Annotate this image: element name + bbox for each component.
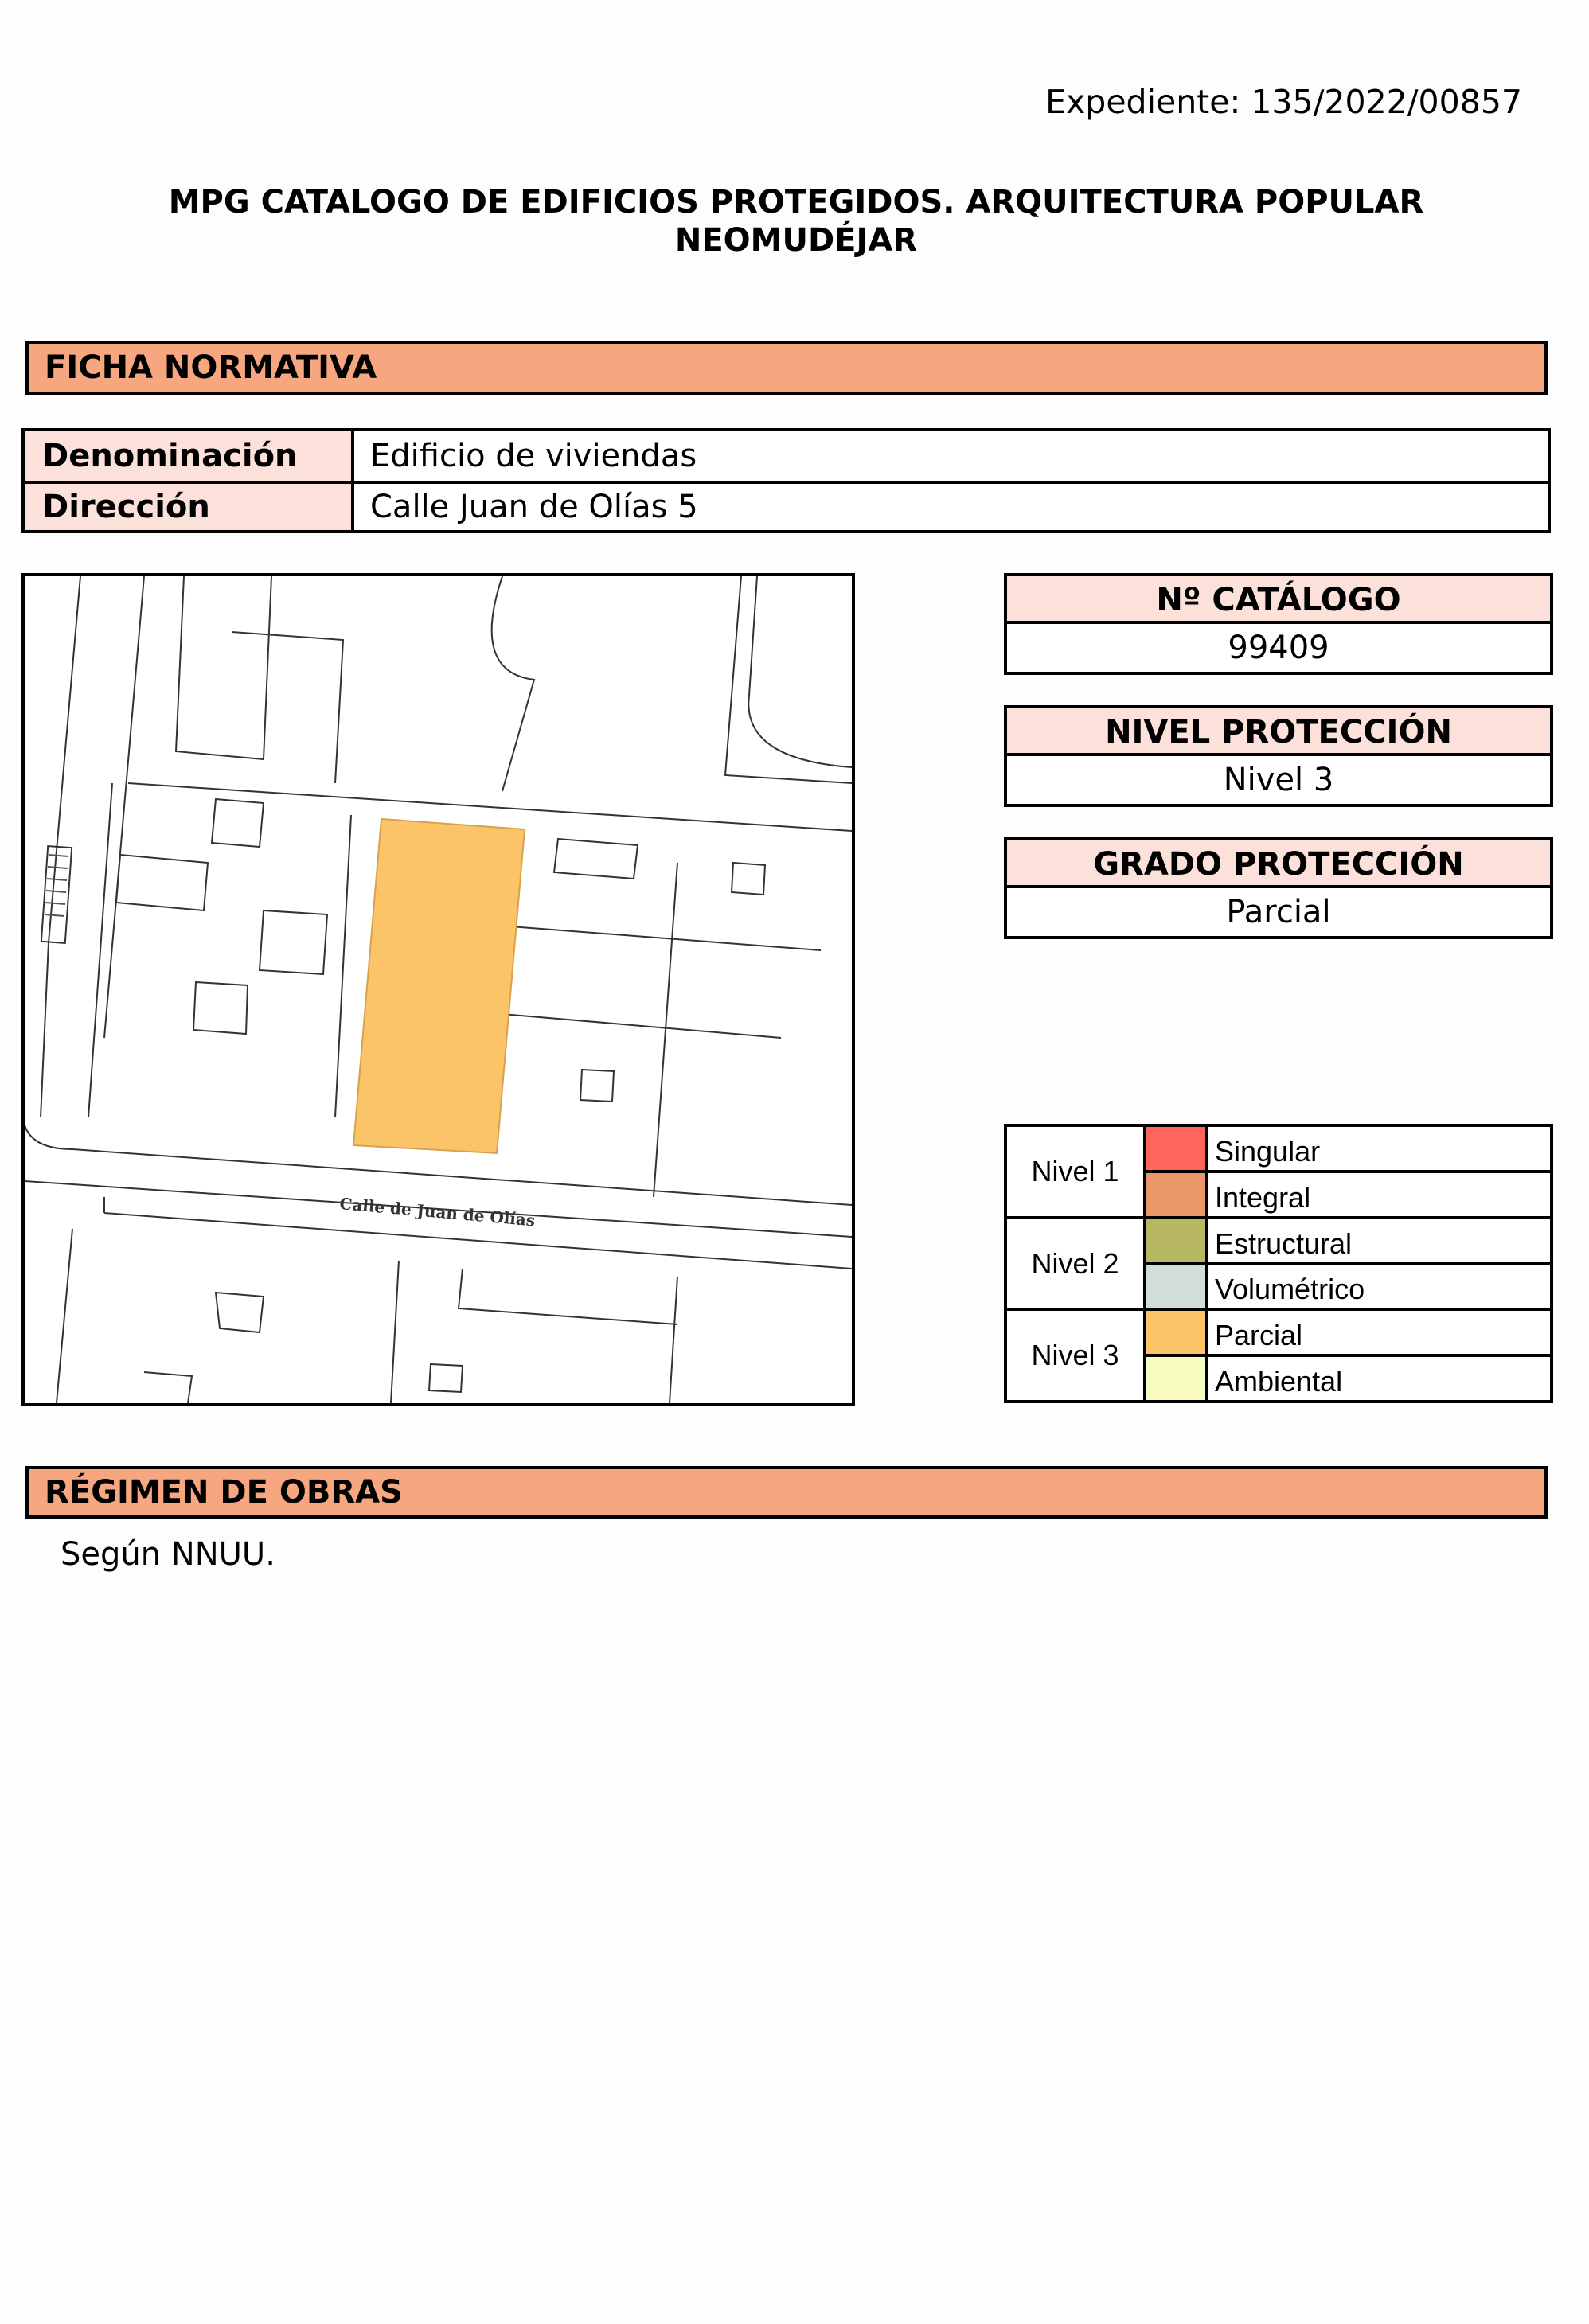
legend-item-label: Volumétrico: [1215, 1273, 1365, 1306]
highlighted-building: [352, 817, 526, 1155]
denominacion-value: Edificio de viviendas: [354, 431, 1548, 481]
expediente-number: Expediente: 135/2022/00857: [1045, 83, 1522, 121]
legend-item-label: Ambiental: [1215, 1365, 1343, 1398]
grado-proteccion-value: Parcial: [1007, 888, 1550, 936]
legend-item-ambiental: Ambiental: [1146, 1354, 1550, 1401]
legend-item-label: Parcial: [1215, 1319, 1303, 1352]
title-line-2: NEOMUDÉJAR: [674, 222, 918, 259]
legend-item-parcial: Parcial: [1146, 1311, 1550, 1355]
title-line-1: MPG CATALOGO DE EDIFICIOS PROTEGIDOS. AR…: [168, 184, 1424, 220]
legend-swatch: [1146, 1357, 1208, 1401]
legend-swatch: [1146, 1172, 1208, 1216]
legend-item-label: Estructural: [1215, 1226, 1353, 1260]
ficha-normativa-header: FICHA NORMATIVA: [25, 341, 1548, 395]
regimen-obras-text: Según NNUU.: [61, 1536, 275, 1573]
legend-item-estructural: Estructural: [1146, 1219, 1550, 1262]
catalogo-value: 99409: [1007, 624, 1550, 672]
direccion-value: Calle Juan de Olías 5: [354, 484, 1548, 530]
legend-group-nivel-2: Nivel 2 Estructural Volumétrico: [1007, 1215, 1550, 1308]
legend-nivel-label: Nivel 3: [1007, 1311, 1146, 1401]
info-row-denominacion: Denominación Edificio de viviendas: [25, 431, 1548, 481]
legend-item-volumetrico: Volumétrico: [1146, 1261, 1550, 1308]
legend-nivel-label: Nivel 1: [1007, 1127, 1146, 1216]
nivel-proteccion-box: NIVEL PROTECCIÓN Nivel 3: [1004, 705, 1553, 807]
denominacion-label: Denominación: [25, 431, 354, 481]
nivel-proteccion-value: Nivel 3: [1007, 756, 1550, 804]
nivel-proteccion-label: NIVEL PROTECCIÓN: [1007, 708, 1550, 756]
legend-item-label: Singular: [1215, 1134, 1321, 1168]
cadastral-map: Calle de Juan de Olías: [21, 573, 855, 1406]
legend-swatch: [1146, 1265, 1208, 1308]
legend-swatch: [1146, 1311, 1208, 1355]
map-drawing: Calle de Juan de Olías: [24, 575, 853, 1404]
legend-swatch: [1146, 1219, 1208, 1262]
legend-nivel-label: Nivel 2: [1007, 1219, 1146, 1308]
grado-proteccion-label: GRADO PROTECCIÓN: [1007, 840, 1550, 888]
legend-swatch: [1146, 1127, 1208, 1170]
catalogo-label: Nº CATÁLOGO: [1007, 576, 1550, 624]
street-label: Calle de Juan de Olías: [339, 1194, 537, 1230]
catalogo-box: Nº CATÁLOGO 99409: [1004, 573, 1553, 675]
legend-item-label: Integral: [1215, 1180, 1311, 1214]
info-row-direccion: Dirección Calle Juan de Olías 5: [25, 481, 1548, 530]
legend-item-singular: Singular: [1146, 1127, 1550, 1170]
page-title: MPG CATALOGO DE EDIFICIOS PROTEGIDOS. AR…: [0, 183, 1589, 259]
legend-item-integral: Integral: [1146, 1169, 1550, 1216]
legend-group-nivel-1: Nivel 1 Singular Integral: [1007, 1127, 1550, 1216]
direccion-label: Dirección: [25, 484, 354, 530]
grado-proteccion-box: GRADO PROTECCIÓN Parcial: [1004, 837, 1553, 939]
protection-legend: Nivel 1 Singular Integral Nivel 2 Estruc…: [1004, 1124, 1553, 1403]
regimen-obras-header: RÉGIMEN DE OBRAS: [25, 1466, 1548, 1519]
info-table: Denominación Edificio de viviendas Direc…: [21, 428, 1551, 533]
legend-group-nivel-3: Nivel 3 Parcial Ambiental: [1007, 1308, 1550, 1401]
